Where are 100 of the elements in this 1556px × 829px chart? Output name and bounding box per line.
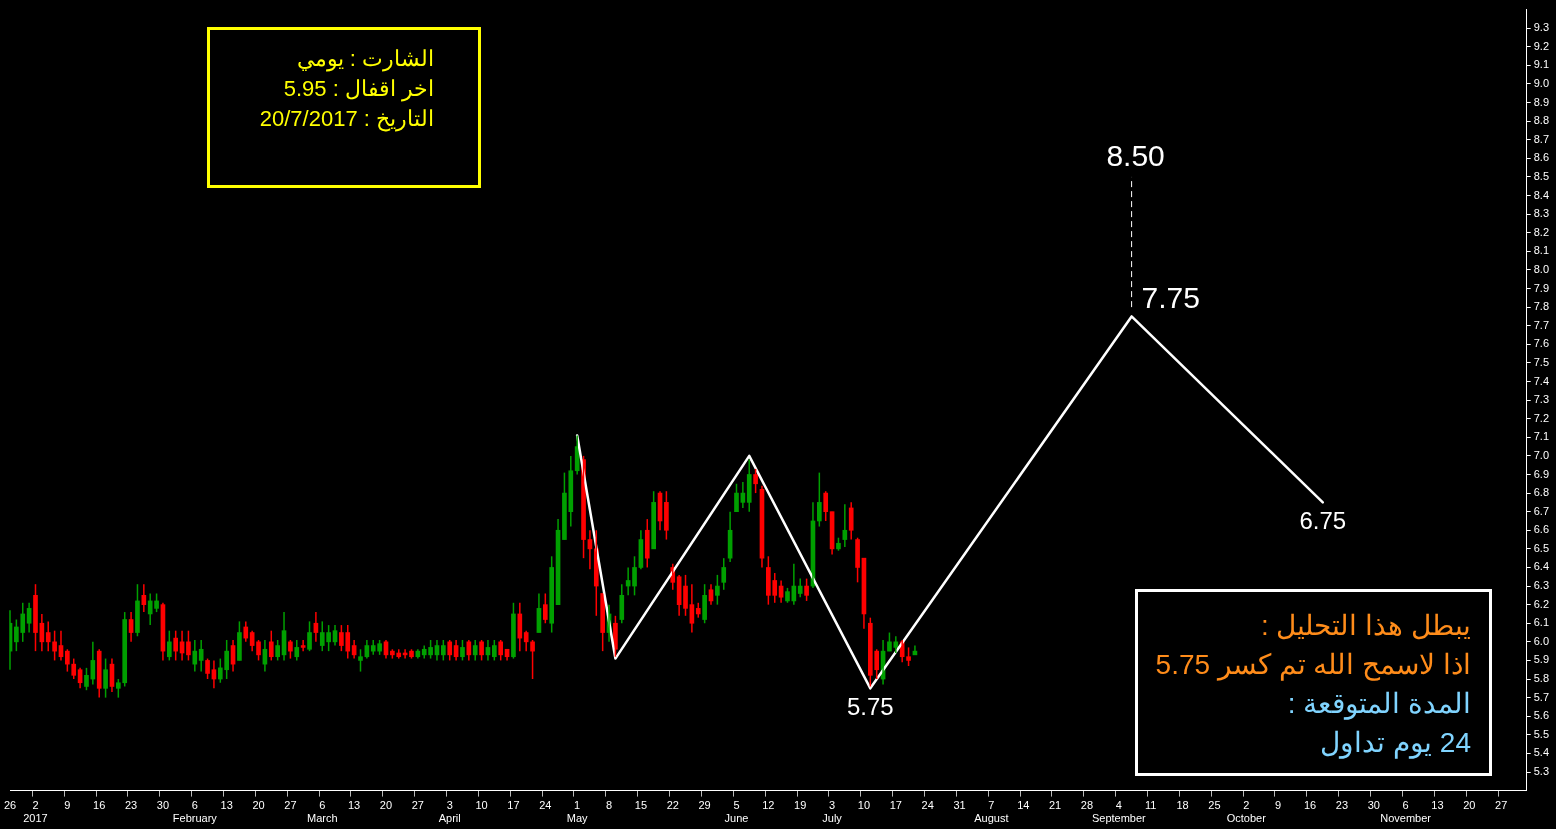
x-tick-label: 27	[411, 799, 424, 812]
x-tick-label: 9	[64, 799, 71, 812]
y-tick-label: 5.9	[1533, 653, 1550, 666]
x-tick-label: 11	[1145, 799, 1157, 812]
x-tick-label: 27	[1495, 799, 1508, 812]
y-tick-label: 8.1	[1533, 244, 1550, 257]
x-tick-label: 13	[220, 799, 233, 812]
x-tick-label: 17	[889, 799, 902, 812]
x-tick-label: 10	[857, 799, 871, 812]
annotation: اذا لاسمح الله تم كسر 5.75	[1154, 648, 1471, 683]
y-tick-label: 8.5	[1533, 169, 1550, 182]
annotation: الشارت : يومي	[295, 45, 434, 74]
x-tick-label: 17	[507, 799, 520, 812]
y-tick-label: 5.5	[1533, 727, 1550, 740]
y-tick-label: 9.1	[1533, 58, 1550, 71]
y-tick-label: 5.6	[1533, 709, 1550, 722]
y-tick-label: 5.3	[1533, 765, 1550, 778]
annotation: يبطل هذا التحليل :	[1259, 609, 1471, 643]
x-tick-label: 28	[1080, 799, 1094, 812]
data-label: 7.75	[1141, 280, 1200, 314]
candlestick	[358, 648, 363, 673]
x-tick-label: 10	[475, 799, 488, 812]
y-tick-label: 8.3	[1533, 207, 1550, 220]
y-tick-label: 7.1	[1533, 430, 1550, 443]
y-tick-label: 6.2	[1533, 597, 1550, 610]
x-tick-label: 2 2017	[23, 799, 48, 825]
annotation: 24 يوم تداول	[1319, 726, 1471, 761]
x-tick-label: 31	[953, 799, 966, 812]
info-box: الشارت : يومي اخر اقفال : 5.95 التاريخ : 20/7/2017	[207, 27, 481, 188]
annotation: التاريخ : 20/7/2017	[258, 105, 434, 134]
x-tick-label: 19	[794, 799, 807, 812]
y-tick-label: 6.8	[1533, 486, 1550, 499]
y-tick-label: 6.6	[1533, 523, 1550, 536]
y-tick-label: 6.7	[1533, 504, 1550, 517]
x-tick-label: 22	[666, 799, 679, 812]
y-tick-label: 7.9	[1533, 281, 1550, 294]
x-tick-label: 24	[539, 799, 552, 812]
x-tick-label: 13	[1431, 799, 1444, 812]
annotation: 8.50	[1106, 139, 1165, 173]
y-tick-label: 8.7	[1533, 132, 1550, 145]
y-tick-label: 8.2	[1533, 225, 1550, 238]
annotation: اخر اقفال : 5.95	[282, 75, 434, 104]
x-tick-label: 30	[1367, 799, 1380, 812]
x-tick-label: 20	[379, 799, 393, 812]
x-tick-label: 15	[634, 799, 648, 812]
x-tick-label: 24	[921, 799, 934, 812]
data-label: 6.75	[1299, 507, 1347, 534]
x-tick-label: 27	[284, 799, 297, 812]
x-tick-label: 14	[1017, 799, 1030, 812]
x-tick-label: 16	[1303, 799, 1317, 812]
y-tick-label: 7.2	[1533, 411, 1550, 424]
x-tick-label: 20	[1463, 799, 1476, 812]
y-tick-label: 7.5	[1533, 355, 1550, 368]
x-tick-label: 6 February	[172, 799, 218, 825]
x-tick-label: 7 August	[974, 799, 1009, 825]
x-tick-label: 12	[762, 799, 775, 812]
y-tick-label: 7.3	[1533, 393, 1550, 406]
y-tick-label: 9.0	[1533, 77, 1550, 90]
y-tick-label: 9.3	[1533, 21, 1550, 34]
y-tick-label: 5.8	[1533, 672, 1550, 685]
x-tick-label: 26	[3, 799, 17, 812]
x-tick-label: 3 July	[822, 799, 843, 825]
y-tick-label: 5.4	[1533, 746, 1550, 759]
x-tick-label: 6 November	[1380, 799, 1432, 825]
x-tick-label: 13	[348, 799, 361, 812]
y-tick-label: 9.2	[1533, 39, 1550, 52]
y-tick-label: 8.9	[1533, 95, 1550, 108]
y-tick-label: 6.4	[1533, 560, 1550, 573]
y-tick-label: 8.6	[1533, 151, 1550, 164]
x-tick-label: 5 June	[724, 799, 749, 825]
y-tick-label: 5.7	[1533, 690, 1550, 703]
x-tick-label: 30	[156, 799, 170, 812]
x-tick-label: 23	[124, 799, 138, 812]
y-tick-label: 7.7	[1533, 318, 1550, 331]
x-tick-label: 21	[1049, 799, 1062, 812]
y-tick-label: 7.4	[1533, 374, 1550, 387]
x-tick-label: 29	[698, 799, 711, 812]
y-tick-label: 7.0	[1533, 448, 1550, 461]
x-tick-label: 18	[1176, 799, 1189, 812]
y-tick-label: 8.8	[1533, 114, 1550, 127]
y-tick-label: 6.9	[1533, 467, 1550, 480]
x-tick-label: 3 April	[438, 799, 461, 825]
annotation: المدة المتوقعة :	[1286, 687, 1471, 722]
x-tick-label: 23	[1335, 799, 1349, 812]
x-tick-label: 8	[605, 799, 613, 812]
y-tick-label: 6.3	[1533, 579, 1550, 592]
y-tick-label: 6.1	[1533, 616, 1550, 629]
y-tick-label: 8.0	[1533, 262, 1550, 275]
y-tick-label: 7.8	[1533, 300, 1550, 313]
x-tick-label: 2 October	[1226, 799, 1267, 825]
y-tick-label: 7.6	[1533, 337, 1550, 350]
x-tick-label: 1 May	[566, 799, 589, 825]
y-tick-label: 8.4	[1533, 188, 1550, 201]
x-tick-label: 25	[1208, 799, 1221, 812]
y-tick-label: 6.0	[1533, 634, 1550, 647]
y-tick-label: 6.5	[1533, 541, 1550, 554]
x-tick-label: 6 March	[306, 799, 338, 825]
x-tick-label: 16	[93, 799, 106, 812]
x-tick-label: 20	[252, 799, 265, 812]
x-tick-label: 9	[1275, 799, 1282, 812]
